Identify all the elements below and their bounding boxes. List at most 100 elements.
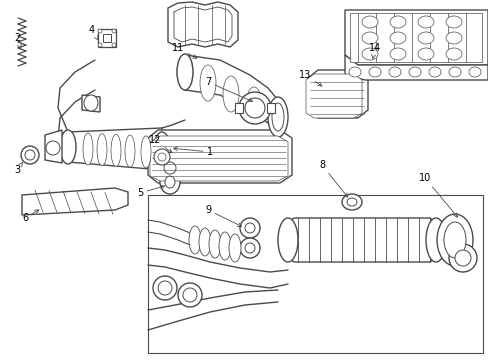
Text: 13: 13 — [298, 70, 321, 86]
Ellipse shape — [154, 149, 170, 165]
Ellipse shape — [154, 132, 170, 166]
Text: 12: 12 — [148, 135, 172, 153]
Ellipse shape — [346, 198, 356, 206]
Polygon shape — [349, 13, 481, 62]
Polygon shape — [148, 195, 482, 353]
Ellipse shape — [389, 48, 405, 60]
Polygon shape — [68, 128, 162, 170]
Text: 10: 10 — [418, 173, 457, 217]
Polygon shape — [305, 74, 361, 118]
Ellipse shape — [448, 67, 460, 77]
Ellipse shape — [443, 222, 465, 258]
Ellipse shape — [348, 67, 360, 77]
Ellipse shape — [361, 16, 377, 28]
Text: 4: 4 — [89, 25, 98, 40]
Ellipse shape — [112, 43, 116, 47]
Ellipse shape — [21, 146, 39, 164]
Ellipse shape — [278, 218, 297, 262]
Polygon shape — [307, 70, 367, 118]
Ellipse shape — [112, 29, 116, 33]
Ellipse shape — [200, 65, 216, 101]
Ellipse shape — [428, 67, 440, 77]
Ellipse shape — [436, 214, 472, 266]
Ellipse shape — [219, 232, 230, 260]
Text: 3: 3 — [14, 162, 23, 175]
Text: 2: 2 — [14, 33, 21, 49]
Ellipse shape — [153, 276, 177, 300]
Ellipse shape — [445, 48, 461, 60]
Ellipse shape — [208, 230, 221, 258]
Ellipse shape — [25, 150, 35, 160]
Ellipse shape — [361, 48, 377, 60]
Ellipse shape — [84, 95, 98, 111]
Ellipse shape — [163, 162, 176, 174]
Ellipse shape — [244, 223, 254, 233]
Ellipse shape — [60, 130, 76, 164]
Ellipse shape — [228, 234, 241, 262]
Ellipse shape — [425, 218, 445, 262]
Polygon shape — [148, 130, 291, 183]
Ellipse shape — [417, 48, 433, 60]
Ellipse shape — [267, 97, 287, 137]
Ellipse shape — [468, 67, 480, 77]
Ellipse shape — [199, 228, 210, 256]
Ellipse shape — [245, 87, 262, 123]
Ellipse shape — [111, 134, 121, 166]
Ellipse shape — [389, 32, 405, 44]
Ellipse shape — [408, 67, 420, 77]
Polygon shape — [345, 10, 487, 65]
Ellipse shape — [269, 99, 285, 135]
Ellipse shape — [368, 67, 380, 77]
Ellipse shape — [244, 98, 264, 118]
Text: 14: 14 — [368, 43, 380, 58]
Ellipse shape — [240, 218, 260, 238]
Text: 7: 7 — [204, 77, 252, 102]
Polygon shape — [98, 29, 116, 47]
Ellipse shape — [97, 134, 107, 166]
Polygon shape — [150, 136, 287, 181]
Text: 6: 6 — [22, 210, 39, 223]
Polygon shape — [22, 188, 128, 215]
Polygon shape — [168, 2, 238, 47]
Ellipse shape — [361, 32, 377, 44]
Ellipse shape — [98, 43, 102, 47]
Text: 5: 5 — [137, 185, 164, 198]
Ellipse shape — [160, 170, 180, 194]
Ellipse shape — [177, 54, 193, 90]
Ellipse shape — [388, 67, 400, 77]
Ellipse shape — [177, 54, 193, 90]
Ellipse shape — [141, 136, 151, 168]
Ellipse shape — [389, 16, 405, 28]
Ellipse shape — [341, 194, 361, 210]
Ellipse shape — [417, 16, 433, 28]
Text: 8: 8 — [318, 160, 347, 197]
Ellipse shape — [158, 281, 172, 295]
Ellipse shape — [240, 238, 260, 258]
Polygon shape — [82, 95, 100, 112]
Ellipse shape — [83, 133, 93, 165]
Text: 1: 1 — [173, 147, 213, 157]
Ellipse shape — [223, 76, 239, 112]
Polygon shape — [162, 162, 178, 175]
Ellipse shape — [178, 283, 202, 307]
Ellipse shape — [445, 16, 461, 28]
Ellipse shape — [448, 244, 476, 272]
Ellipse shape — [445, 32, 461, 44]
Polygon shape — [287, 218, 435, 262]
Polygon shape — [235, 103, 243, 113]
Polygon shape — [103, 34, 111, 42]
Ellipse shape — [158, 153, 165, 161]
Ellipse shape — [164, 176, 175, 188]
Ellipse shape — [183, 288, 197, 302]
Ellipse shape — [417, 32, 433, 44]
Text: 11: 11 — [171, 43, 196, 58]
Text: 9: 9 — [204, 205, 241, 226]
Ellipse shape — [239, 92, 270, 124]
Ellipse shape — [271, 103, 284, 131]
Polygon shape — [45, 130, 62, 163]
Polygon shape — [345, 55, 487, 80]
Ellipse shape — [244, 243, 254, 253]
Ellipse shape — [125, 135, 135, 167]
Ellipse shape — [98, 29, 102, 33]
Ellipse shape — [454, 250, 470, 266]
